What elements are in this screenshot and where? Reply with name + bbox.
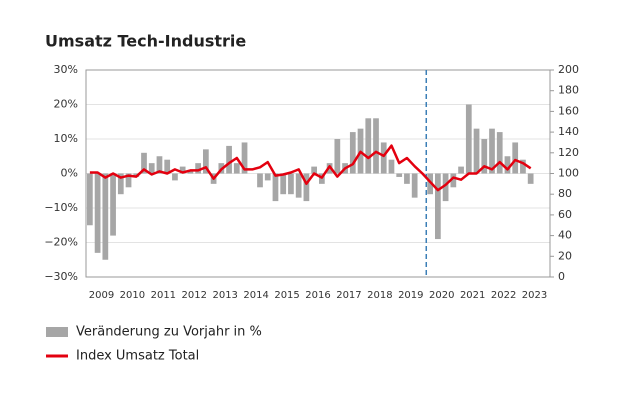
plot-frame: [85, 69, 551, 278]
bar: [125, 173, 132, 188]
bar: [226, 145, 232, 174]
bar: [388, 159, 395, 174]
bar: [373, 118, 379, 174]
legend-label: Index Umsatz Total: [76, 349, 199, 364]
y2-tick-label: 200: [558, 63, 579, 76]
bar: [280, 173, 287, 195]
bar: [396, 173, 403, 177]
bar: [288, 173, 294, 195]
bar: [427, 173, 433, 195]
bar: [264, 173, 271, 181]
bar: [411, 173, 418, 198]
x-tick-label: 2010: [120, 290, 145, 301]
bar: [195, 163, 201, 174]
x-tick-label: 2012: [182, 290, 207, 301]
bar: [94, 173, 101, 253]
bar: [148, 163, 155, 174]
y2-tick-label: 40: [558, 229, 572, 242]
bar: [504, 156, 511, 174]
y2-tick-label: 160: [558, 104, 579, 117]
x-tick-label: 2018: [367, 290, 392, 301]
y2-tick-label: 80: [558, 187, 572, 200]
bar: [458, 166, 464, 174]
bar: [512, 142, 519, 174]
x-tick-label: 2023: [522, 290, 547, 301]
line: [89, 144, 532, 192]
bar: [311, 166, 317, 174]
bar: [450, 173, 457, 188]
x-tick-label: 2015: [274, 290, 299, 301]
x-tick-label: 2017: [336, 290, 361, 301]
bar: [87, 173, 93, 226]
y-tick-label: 0%: [61, 167, 78, 180]
bar: [295, 173, 302, 198]
x-tick-label: 2022: [491, 290, 516, 301]
bar: [527, 173, 534, 184]
bar: [187, 170, 194, 174]
bar: [141, 152, 147, 174]
x-tick-label: 2011: [151, 290, 176, 301]
bar: [272, 173, 279, 202]
bar: [241, 142, 248, 174]
bar: [203, 149, 209, 174]
bar: [233, 163, 240, 174]
y-tick-label: −30%: [44, 270, 78, 283]
bar: [349, 132, 356, 174]
bar: [404, 173, 410, 184]
x-tick-label: 2020: [429, 290, 454, 301]
y-tick-label: 20%: [54, 98, 78, 111]
bar: [334, 139, 341, 174]
y2-tick-label: 60: [558, 208, 572, 221]
bar: [102, 173, 109, 260]
bar: [481, 139, 488, 174]
bar: [435, 173, 441, 240]
y2-tick-label: 0: [558, 270, 565, 283]
bar: [520, 159, 526, 174]
x-tick-label: 2021: [460, 290, 485, 301]
bar: [365, 118, 372, 174]
bar: [156, 156, 163, 174]
y-tick-label: 10%: [54, 132, 78, 145]
x-tick-label: 2013: [212, 290, 237, 301]
y2-tick-label: 120: [558, 146, 579, 159]
bar: [496, 132, 503, 174]
x-tick-label: 2019: [398, 290, 423, 301]
y-tick-label: −20%: [44, 236, 78, 249]
chart-title: Umsatz Tech-Industrie: [45, 32, 246, 51]
x-tick-label: 2016: [305, 290, 330, 301]
bar: [110, 173, 116, 236]
bar: [172, 173, 178, 181]
bar: [117, 173, 124, 195]
y-tick-label: 30%: [54, 63, 78, 76]
legend-swatch: [46, 327, 68, 337]
bar: [465, 104, 472, 174]
y-tick-label: −10%: [44, 201, 78, 214]
bar: [473, 128, 480, 174]
bar: [179, 166, 186, 174]
y2-tick-label: 140: [558, 125, 579, 138]
bar: [489, 128, 495, 174]
y2-tick-label: 20: [558, 249, 572, 262]
y2-tick-label: 100: [558, 167, 579, 180]
x-tick-label: 2009: [89, 290, 114, 301]
y2-tick-label: 180: [558, 84, 579, 97]
bar: [164, 159, 171, 174]
bar: [257, 173, 263, 188]
bar: [303, 173, 310, 202]
bar: [380, 142, 387, 174]
x-tick-label: 2014: [243, 290, 268, 301]
bar: [442, 173, 449, 202]
legend-label: Veränderung zu Vorjahr in %: [76, 325, 262, 340]
